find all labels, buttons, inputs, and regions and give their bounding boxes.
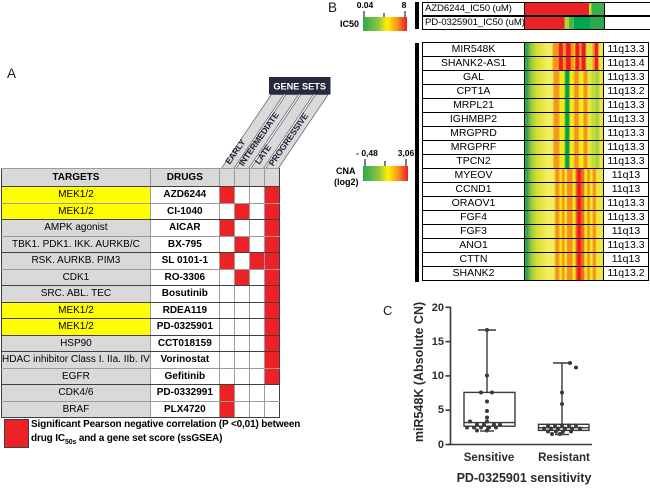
svg-text:Sensitive: Sensitive bbox=[464, 452, 515, 464]
svg-text:PD-0325901 sensitivity: PD-0325901 sensitivity bbox=[457, 471, 592, 485]
svg-text:(log2): (log2) bbox=[334, 177, 359, 187]
svg-text:20: 20 bbox=[432, 302, 444, 314]
svg-text:3,06: 3,06 bbox=[398, 148, 415, 158]
svg-text:Resistant: Resistant bbox=[538, 452, 590, 464]
svg-text:C: C bbox=[383, 303, 392, 318]
svg-text:10: 10 bbox=[432, 370, 444, 382]
svg-text:0: 0 bbox=[438, 439, 444, 451]
svg-text:5: 5 bbox=[438, 404, 444, 416]
svg-text:- 0,48: - 0,48 bbox=[356, 148, 378, 158]
svg-text:GENE SETS: GENE SETS bbox=[273, 82, 326, 92]
svg-text:CNA: CNA bbox=[336, 166, 356, 176]
svg-text:8: 8 bbox=[402, 0, 407, 10]
svg-text:0.04: 0.04 bbox=[357, 0, 374, 10]
svg-text:IC50: IC50 bbox=[340, 19, 359, 29]
svg-text:miR548K (Absolute CN): miR548K (Absolute CN) bbox=[412, 302, 426, 442]
svg-text:15: 15 bbox=[432, 336, 444, 348]
